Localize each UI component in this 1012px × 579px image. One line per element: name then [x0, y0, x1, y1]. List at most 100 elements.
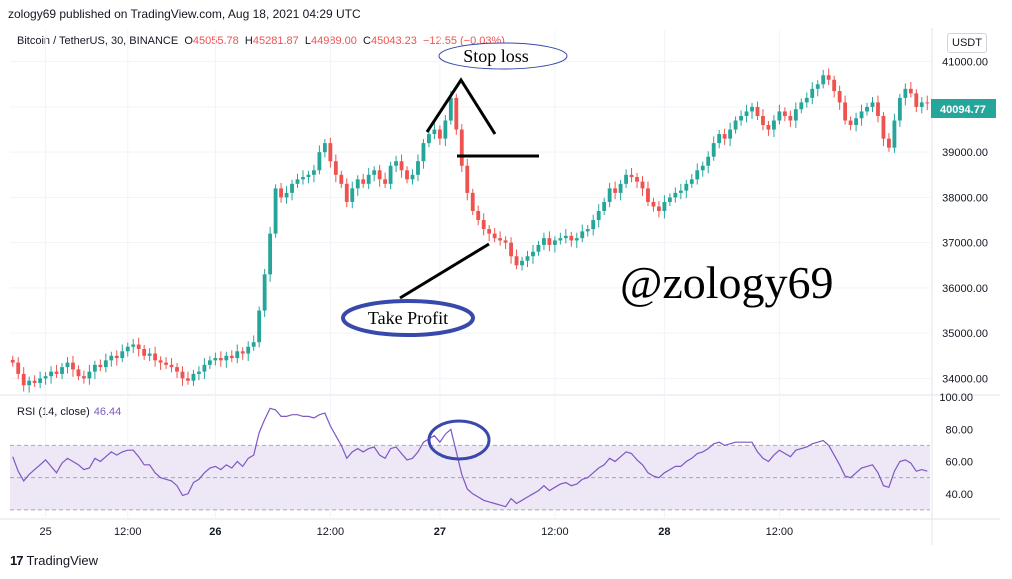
candle-body: [43, 376, 48, 379]
candle-body: [520, 260, 524, 266]
candle-body: [585, 229, 590, 232]
rsi-axis: 100.00 80.00 60.00 40.00: [939, 392, 973, 501]
price-tick-label: 39000.00: [942, 147, 988, 159]
candle-body: [366, 174, 371, 184]
candle-body: [317, 152, 322, 171]
candle-body: [164, 362, 168, 365]
candle-body: [197, 371, 201, 374]
time-tick-label: 26: [209, 526, 221, 538]
candle-body: [207, 360, 212, 365]
candle-body: [695, 170, 700, 180]
candle-body: [602, 201, 607, 211]
candle-body: [142, 349, 147, 356]
candle-body: [476, 211, 481, 221]
candle-body: [772, 120, 776, 130]
candles: [10, 68, 930, 393]
candle-body: [876, 102, 880, 116]
price-tick-label: 36000.00: [942, 283, 988, 295]
candle-body: [306, 174, 311, 178]
candle-body: [114, 355, 119, 359]
candle-body: [854, 118, 858, 126]
candle-body: [657, 206, 661, 211]
candle-body: [71, 362, 75, 370]
annotation-stop-loss: Stop loss: [425, 42, 568, 158]
candle-body: [755, 106, 760, 116]
watermark-text: @zology69: [620, 257, 834, 308]
candle-body: [202, 364, 207, 372]
candle-body: [224, 355, 229, 361]
candle-body: [547, 238, 552, 245]
candle-body: [613, 188, 618, 193]
candle-body: [821, 75, 826, 85]
high-value: 45281.87: [252, 35, 299, 47]
candle-body: [459, 129, 464, 166]
candle-body: [591, 220, 596, 230]
last-price-tag: 40094.77: [931, 99, 996, 118]
candle-body: [153, 353, 158, 361]
price-tick-label: 41000.00: [942, 57, 988, 69]
take-profit-text: Take Profit: [368, 308, 448, 328]
time-tick-label: 27: [434, 526, 446, 538]
candle-body: [350, 188, 355, 202]
footer-brand[interactable]: 17 TradingView: [10, 553, 98, 568]
candle-body: [273, 188, 278, 234]
candle-body: [914, 93, 919, 107]
time-tick-label: 12:00: [114, 526, 142, 538]
take-profit-line: [399, 242, 490, 300]
price-tick-label: 34000.00: [942, 373, 988, 385]
candle-body: [240, 351, 245, 354]
annotation-take-profit: Take Profit: [341, 242, 490, 337]
currency-button[interactable]: USDT: [947, 33, 987, 53]
candle-body: [881, 115, 886, 139]
high-label: H: [244, 35, 253, 47]
candle-body: [848, 120, 853, 126]
candle-body: [788, 115, 793, 121]
candle-body: [859, 111, 864, 119]
price-tick-label: 35000.00: [942, 328, 988, 340]
candle-body: [804, 97, 809, 103]
close-value: 45043.23: [370, 35, 417, 47]
candle-body: [678, 190, 683, 193]
candle-body: [711, 143, 716, 157]
candle-body: [10, 359, 15, 363]
candle-body: [843, 102, 848, 121]
stop-loss-text: Stop loss: [463, 46, 529, 66]
candle-body: [454, 97, 459, 130]
candle-body: [213, 358, 218, 361]
price-tag-text: 40094.77: [940, 104, 986, 116]
candle-body: [629, 174, 634, 178]
close-label: C: [363, 35, 371, 47]
candle-body: [744, 111, 749, 116]
candle-body: [339, 174, 344, 184]
rsi-line: [12, 407, 928, 508]
candle-body: [120, 351, 125, 359]
candle-body: [125, 346, 130, 352]
candle-body: [618, 183, 623, 193]
candle-body: [733, 120, 738, 130]
candle-body: [355, 179, 360, 189]
candle-body: [98, 364, 103, 368]
candle-body: [328, 143, 333, 162]
rsi-tick-label: 80.00: [945, 424, 973, 436]
candle-body: [169, 364, 174, 368]
candle-body: [377, 170, 382, 180]
candle-body: [514, 256, 519, 266]
candle-body: [558, 238, 563, 241]
brand-name: TradingView: [26, 553, 99, 568]
candle-body: [427, 134, 431, 144]
candle-body: [405, 170, 409, 180]
candle-body: [136, 344, 141, 350]
candle-body: [191, 373, 196, 381]
candle-body: [131, 344, 136, 347]
candle-body: [782, 111, 787, 116]
candle-body: [706, 156, 711, 166]
candle-body: [465, 165, 470, 193]
candle-body: [38, 378, 43, 383]
candle-body: [158, 360, 163, 363]
candle-body: [448, 97, 453, 121]
candle-body: [16, 362, 21, 374]
candle-body: [443, 120, 448, 139]
candle-body: [552, 240, 557, 245]
candle-body: [109, 355, 114, 361]
